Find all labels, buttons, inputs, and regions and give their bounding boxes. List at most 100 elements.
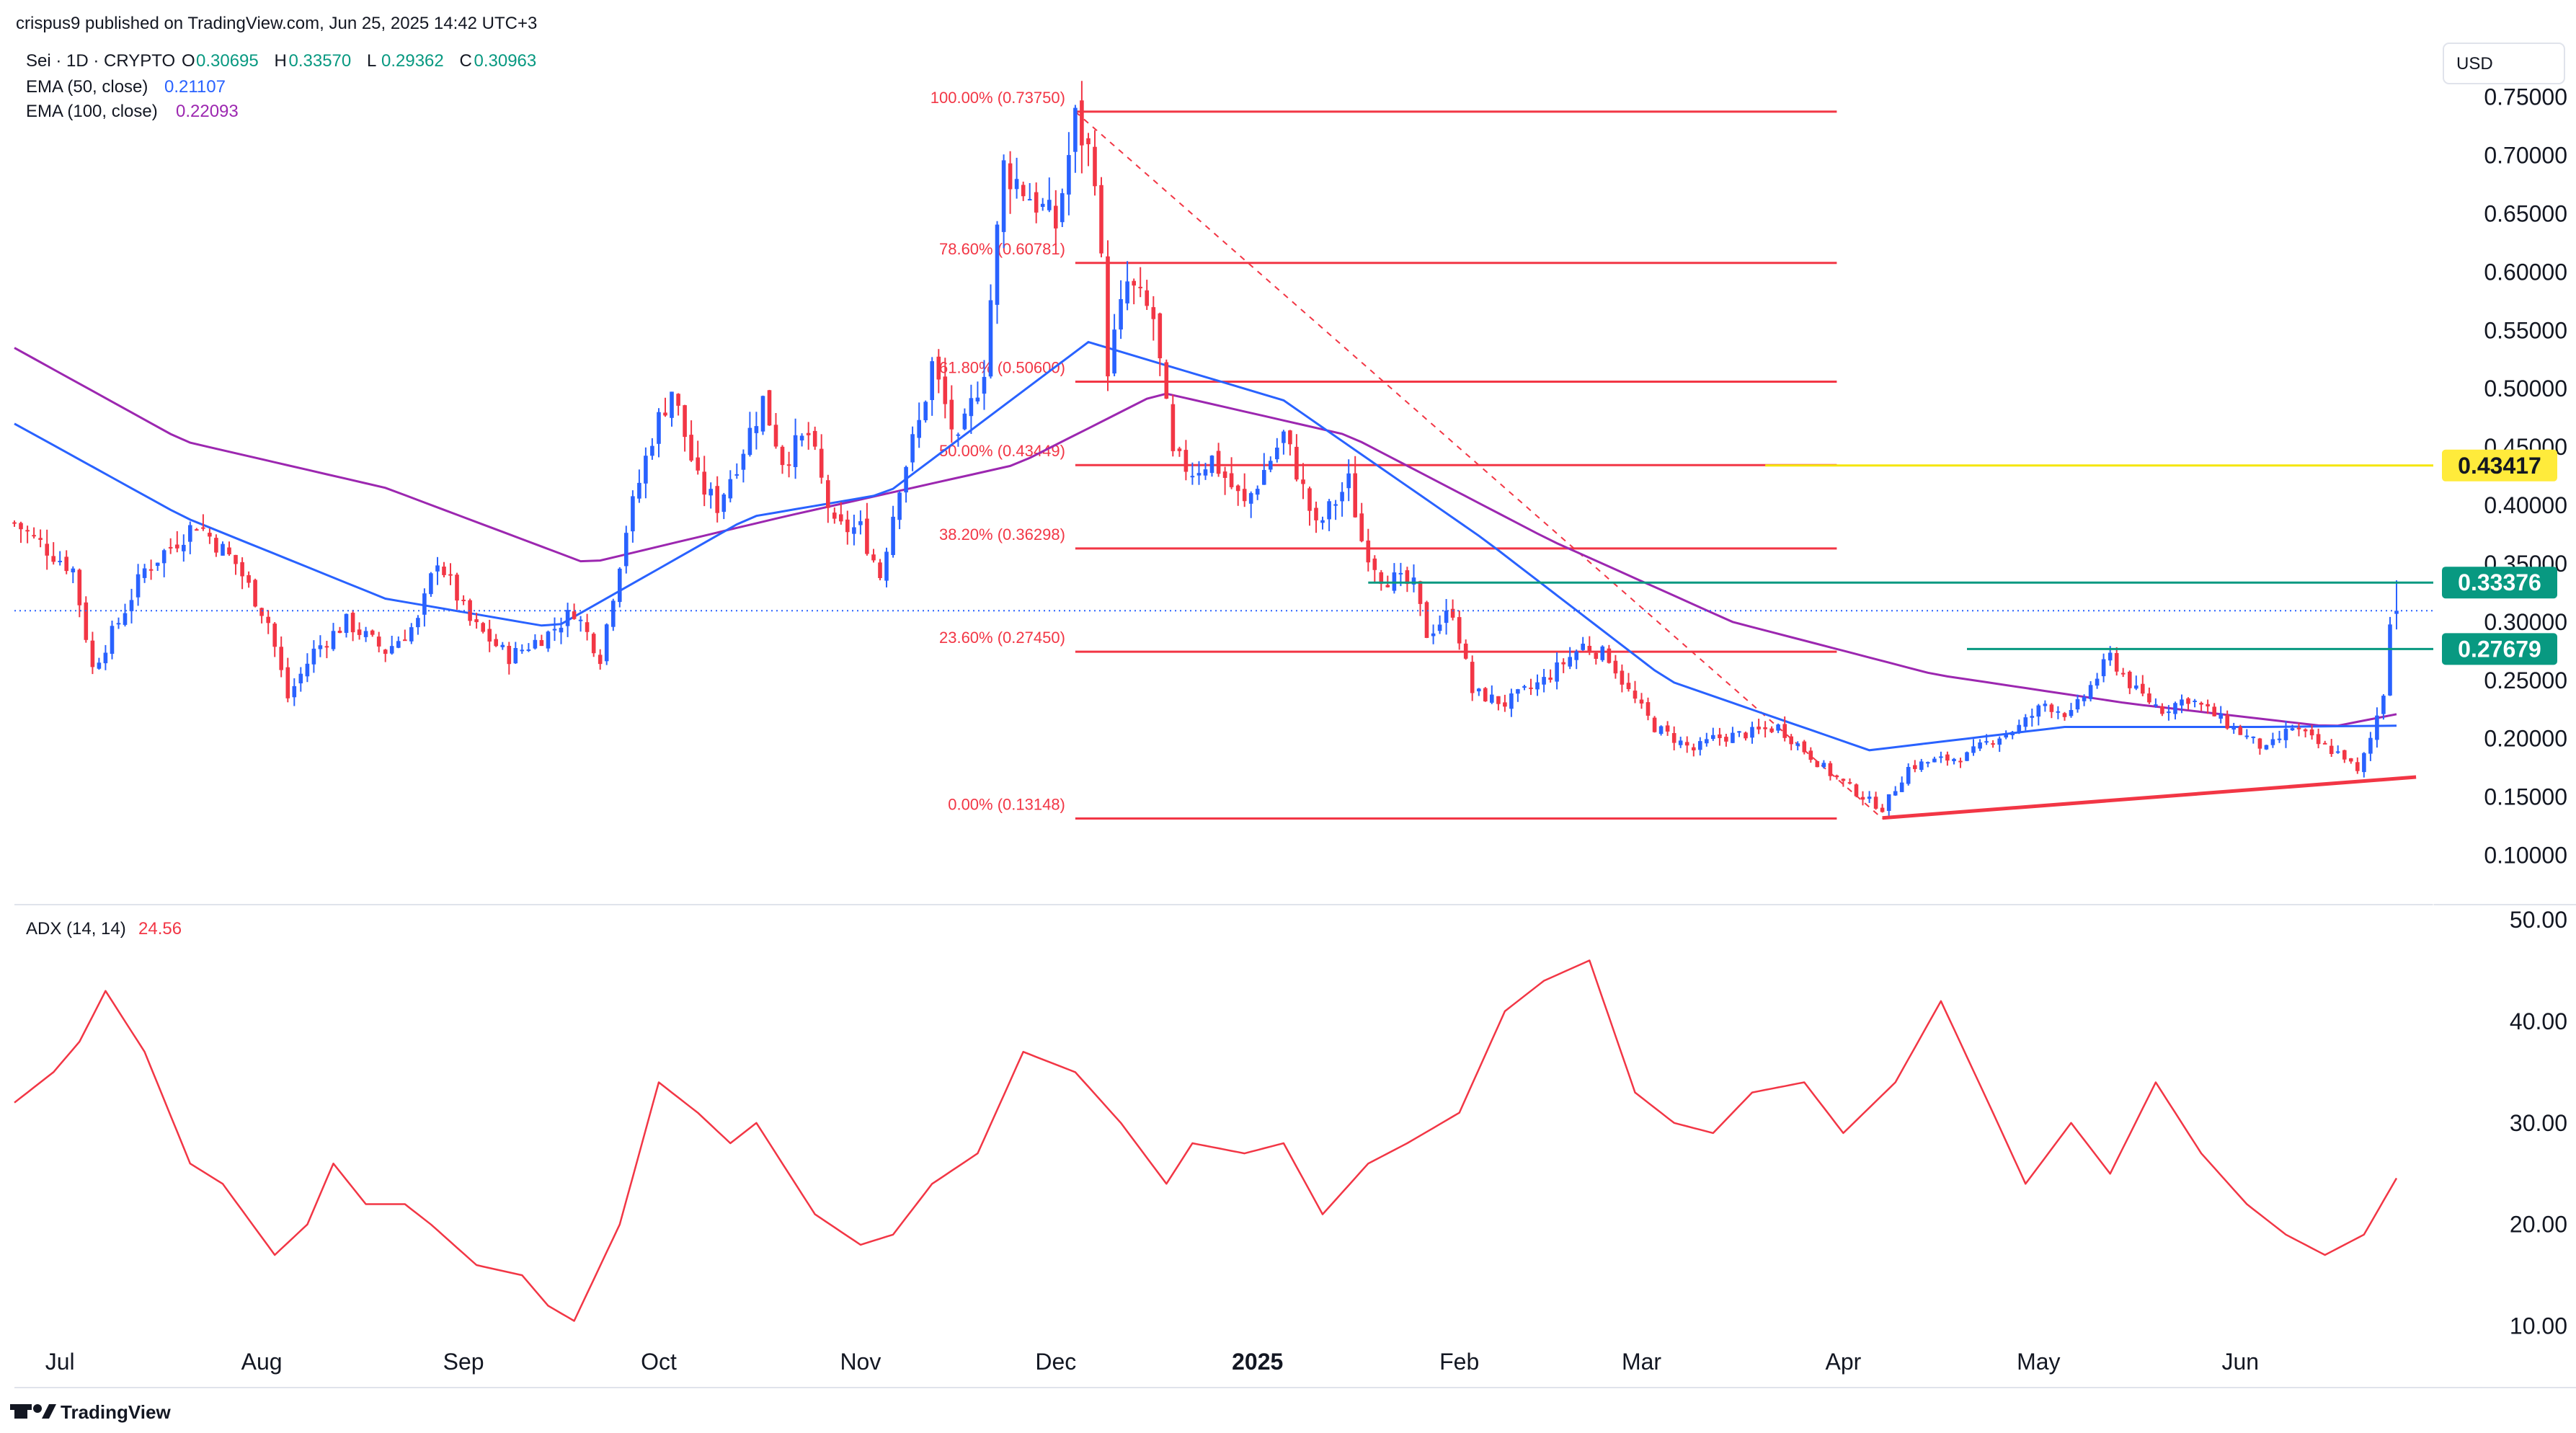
candle-body [227, 547, 231, 554]
candle-body [1405, 570, 1410, 585]
candle-body [1692, 747, 1696, 750]
candle-body [910, 434, 915, 463]
candle-body [110, 626, 115, 654]
candle-body [793, 435, 798, 467]
candle [897, 491, 902, 530]
candle-body [1314, 507, 1318, 520]
candle [1620, 664, 1625, 693]
support-trendline[interactable] [1882, 775, 2417, 820]
candle [1880, 804, 1885, 813]
price-badge: 0.43417 [2442, 449, 2557, 482]
candle [1346, 459, 1351, 502]
candle [721, 492, 727, 520]
candle-body [455, 574, 459, 601]
candle-body [865, 518, 869, 554]
candle-body [2154, 704, 2158, 706]
candle-body [389, 646, 394, 654]
fibonacci-retracement[interactable]: 100.00% (0.73750) 78.60% (0.60781) 61.80% … [931, 89, 1883, 820]
candle [1353, 456, 1357, 518]
candle [2095, 673, 2100, 689]
candle [1437, 615, 1442, 634]
candle-body [12, 522, 17, 524]
candle [1991, 740, 1995, 748]
candle [2023, 714, 2028, 731]
price-tick-label: 0.40000 [2484, 492, 2567, 518]
candle [1548, 669, 1553, 683]
candle-body [917, 420, 921, 438]
candle [910, 426, 915, 471]
candle-body [709, 489, 713, 496]
candle-body [1705, 739, 1709, 744]
candle-body [208, 533, 212, 537]
candle-body [422, 593, 427, 615]
candle-body [513, 648, 518, 664]
candle-body [1555, 662, 1559, 682]
candle [1522, 685, 1527, 691]
candle-body [481, 623, 485, 632]
candle-body [318, 645, 323, 649]
candle-body [1932, 758, 1937, 763]
candle [819, 434, 824, 484]
candle [520, 644, 525, 654]
candle [363, 626, 368, 642]
candle [1750, 722, 1754, 744]
candle-body [1353, 473, 1357, 518]
candle-body [2309, 729, 2314, 736]
candle-body [1535, 682, 1540, 690]
currency-button[interactable]: USD [2443, 43, 2565, 84]
candle [357, 622, 362, 640]
adx-pane [14, 959, 2398, 1322]
candle-body [84, 602, 89, 640]
candle [2036, 704, 2041, 726]
fib-level-label: 38.20% (0.36298) [939, 525, 1065, 544]
candle-body [1040, 203, 1045, 207]
candle-body [2355, 762, 2360, 771]
candle [1112, 314, 1116, 376]
candle [435, 556, 440, 585]
candle-body [45, 544, 49, 556]
candle-body [650, 445, 654, 456]
candle [1731, 727, 1735, 743]
legend-ema50-label[interactable]: EMA (50, close) [26, 77, 148, 97]
candle-body [2362, 753, 2366, 773]
candle-body [2388, 624, 2392, 696]
candle-body [2394, 611, 2399, 614]
legend-ema100-label[interactable]: EMA (100, close) [26, 102, 158, 121]
candle-body [129, 600, 134, 611]
candle-body [572, 611, 577, 619]
candle-body [858, 521, 863, 525]
legend-symbol[interactable]: Sei · 1D · CRYPTO [26, 51, 175, 71]
candle-body [839, 514, 843, 522]
candle [1333, 500, 1338, 520]
legend-adx-label[interactable]: ADX (14, 14) [26, 919, 126, 939]
candle [1106, 240, 1110, 391]
price-badge-label: 0.43417 [2458, 453, 2541, 479]
candle-body [657, 412, 661, 444]
candle-body [1034, 192, 1039, 213]
candle [2075, 694, 2080, 713]
tradingview-logo[interactable]: TradingView [10, 1401, 171, 1423]
candle [2147, 687, 2151, 704]
candle [240, 557, 244, 590]
candle-body [2056, 711, 2061, 713]
candle [2056, 706, 2061, 719]
candle-body [376, 636, 381, 647]
candle [1633, 680, 1638, 704]
candle-body [2193, 701, 2197, 702]
candle-body [982, 376, 987, 394]
candle [1984, 734, 1989, 745]
candle [598, 649, 603, 670]
fib-level-label: 23.60% (0.27450) [939, 629, 1065, 647]
candle [1262, 453, 1266, 485]
candle [442, 562, 446, 577]
candle [1529, 678, 1533, 696]
drawn-lines[interactable] [14, 464, 2433, 820]
candle [1854, 783, 1859, 798]
candle [1301, 463, 1305, 500]
candle [370, 629, 375, 637]
candle-body [2375, 715, 2379, 740]
candle [409, 623, 414, 644]
candle [2342, 750, 2347, 763]
